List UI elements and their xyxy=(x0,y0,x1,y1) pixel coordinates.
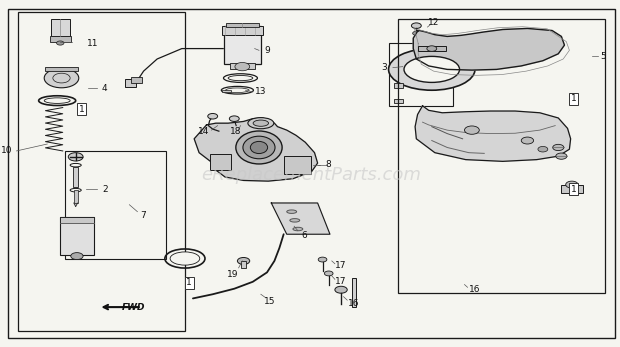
Text: 14: 14 xyxy=(198,127,209,136)
Text: 1: 1 xyxy=(187,278,192,287)
Bar xyxy=(210,154,231,170)
Bar xyxy=(73,167,78,187)
Text: 4: 4 xyxy=(102,84,107,93)
Circle shape xyxy=(318,257,327,262)
Polygon shape xyxy=(194,118,317,181)
Text: 9: 9 xyxy=(264,46,270,55)
Bar xyxy=(561,185,583,193)
Circle shape xyxy=(427,46,436,51)
Polygon shape xyxy=(415,106,570,161)
Bar xyxy=(398,19,604,293)
Circle shape xyxy=(412,23,421,28)
Polygon shape xyxy=(414,28,564,70)
Bar xyxy=(50,36,71,42)
Ellipse shape xyxy=(44,98,70,103)
Circle shape xyxy=(464,126,479,134)
Circle shape xyxy=(335,286,347,293)
Ellipse shape xyxy=(226,88,249,93)
Circle shape xyxy=(237,257,250,264)
Text: 1: 1 xyxy=(571,185,577,194)
Bar xyxy=(394,83,403,88)
Text: 17: 17 xyxy=(335,277,347,286)
Text: 6: 6 xyxy=(301,231,307,240)
Text: 10: 10 xyxy=(1,146,12,155)
Bar xyxy=(60,217,94,223)
Polygon shape xyxy=(272,203,330,234)
Circle shape xyxy=(538,146,548,152)
Bar xyxy=(418,46,446,51)
Bar xyxy=(352,278,356,307)
Circle shape xyxy=(44,68,79,88)
Circle shape xyxy=(556,153,567,159)
Text: eReplacementParts.com: eReplacementParts.com xyxy=(202,166,422,184)
Ellipse shape xyxy=(389,49,475,90)
Text: 15: 15 xyxy=(264,297,275,306)
Ellipse shape xyxy=(248,118,274,129)
Bar xyxy=(226,23,259,27)
Ellipse shape xyxy=(290,219,299,222)
Text: 16: 16 xyxy=(469,285,481,294)
Bar xyxy=(45,67,78,71)
Bar xyxy=(394,99,403,103)
Bar xyxy=(230,63,255,69)
Bar xyxy=(224,26,261,64)
Ellipse shape xyxy=(253,120,268,126)
Polygon shape xyxy=(74,203,78,206)
Bar xyxy=(60,217,94,255)
Circle shape xyxy=(56,41,64,45)
Ellipse shape xyxy=(250,142,268,154)
Ellipse shape xyxy=(236,131,282,164)
Bar xyxy=(64,151,166,259)
Bar xyxy=(19,12,185,331)
Text: 19: 19 xyxy=(227,270,238,279)
Text: 11: 11 xyxy=(87,39,98,48)
Circle shape xyxy=(68,153,83,161)
Circle shape xyxy=(413,31,420,35)
Bar xyxy=(389,43,453,106)
Bar xyxy=(74,190,78,203)
Ellipse shape xyxy=(170,252,200,265)
Circle shape xyxy=(521,137,534,144)
Ellipse shape xyxy=(293,227,303,231)
Ellipse shape xyxy=(243,136,275,159)
Circle shape xyxy=(565,181,578,188)
Bar xyxy=(284,156,311,174)
Circle shape xyxy=(208,113,218,119)
Text: 1: 1 xyxy=(79,105,85,114)
Bar xyxy=(222,90,231,92)
Text: 12: 12 xyxy=(428,18,440,27)
Bar xyxy=(51,19,69,36)
Text: 2: 2 xyxy=(102,185,107,194)
Circle shape xyxy=(235,62,250,71)
Ellipse shape xyxy=(286,210,296,213)
Bar xyxy=(241,261,246,268)
Circle shape xyxy=(324,271,333,276)
Text: 17: 17 xyxy=(335,261,347,270)
Ellipse shape xyxy=(228,75,253,81)
Text: 13: 13 xyxy=(255,87,267,96)
Text: 7: 7 xyxy=(141,211,146,220)
Circle shape xyxy=(229,116,239,121)
Bar xyxy=(131,77,142,83)
Text: 8: 8 xyxy=(326,160,332,169)
Ellipse shape xyxy=(404,56,459,82)
Text: 1: 1 xyxy=(571,94,577,103)
Text: 5: 5 xyxy=(600,52,606,61)
Text: 16: 16 xyxy=(348,299,359,308)
Circle shape xyxy=(71,253,83,260)
Circle shape xyxy=(553,144,564,151)
Bar xyxy=(222,26,264,35)
Text: FWD: FWD xyxy=(122,303,145,312)
Text: 3: 3 xyxy=(381,63,387,72)
Bar xyxy=(125,79,136,87)
Text: 18: 18 xyxy=(231,127,242,136)
